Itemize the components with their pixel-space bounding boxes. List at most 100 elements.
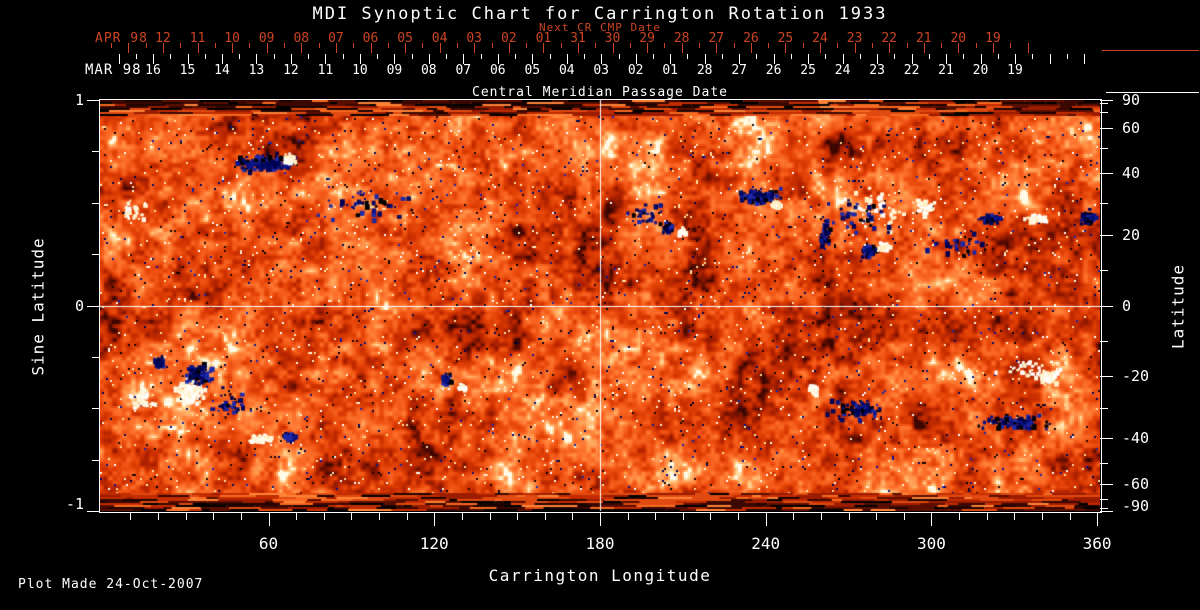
date-tick-label: 04	[558, 63, 575, 78]
date-tick-label: 11	[317, 63, 334, 78]
date-tick	[318, 43, 320, 48]
date-tick-label: 24	[834, 63, 851, 78]
date-tick-label: 06	[362, 31, 379, 46]
latitude-tick	[1100, 462, 1108, 464]
latitude-tick	[1100, 103, 1108, 105]
date-tick	[653, 54, 654, 59]
date-tick-label: 19	[1007, 63, 1023, 78]
longitude-tick	[600, 512, 601, 526]
date-tick-label: 06	[489, 63, 506, 78]
longitude-tick	[323, 512, 325, 520]
date-tick	[359, 54, 361, 64]
date-tick	[456, 43, 458, 48]
sine-latitude-tick	[87, 305, 100, 307]
date-tick	[446, 54, 448, 59]
date-tick-label: 30	[604, 31, 621, 46]
date-tick	[491, 43, 493, 48]
longitude-axis-title: Carrington Longitude	[488, 566, 712, 585]
date-tick	[1066, 54, 1068, 59]
date-tick	[670, 54, 672, 64]
chart-title: MDI Synoptic Chart for Carrington Rotati…	[312, 4, 888, 24]
latitude-tick-label: 0	[1122, 296, 1132, 315]
date-tick-label: 20	[972, 63, 989, 78]
latitude-tick	[1100, 173, 1113, 175]
latitude-tick-label: -20	[1122, 366, 1150, 385]
date-tick-label: 26	[765, 63, 782, 78]
longitude-tick	[572, 512, 574, 520]
date-tick	[463, 54, 465, 64]
longitude-tick	[765, 512, 767, 526]
date-tick	[387, 43, 389, 48]
date-tick	[739, 54, 741, 64]
date-tick	[750, 43, 752, 53]
date-tick	[405, 43, 407, 53]
longitude-tick-label: 360	[1082, 534, 1112, 553]
longitude-tick-label: 300	[916, 534, 946, 553]
date-tick-label: 12	[283, 63, 299, 78]
date-tick	[480, 54, 482, 59]
latitude-tick	[1100, 148, 1108, 150]
date-tick	[439, 43, 441, 53]
date-tick-label: 21	[938, 63, 954, 78]
latitude-tick-label: -60	[1122, 474, 1150, 493]
date-tick	[756, 54, 758, 59]
date-tick	[704, 54, 706, 64]
date-tick	[923, 43, 925, 53]
date-tick	[958, 43, 960, 53]
date-tick-label: 05	[524, 63, 541, 78]
date-tick	[716, 43, 718, 53]
date-tick	[790, 54, 792, 59]
date-tick-label: 01	[662, 63, 679, 78]
date-tick-label: 25	[777, 31, 794, 46]
longitude-tick	[351, 512, 353, 520]
date-tick	[584, 54, 585, 59]
date-tick	[335, 43, 337, 53]
latitude-tick-label: 90	[1122, 91, 1141, 109]
date-tick-label: 02	[500, 31, 517, 46]
longitude-tick	[379, 512, 380, 520]
date-tick	[308, 54, 310, 59]
date-tick	[204, 54, 206, 59]
date-tick	[980, 54, 982, 64]
longitude-tick	[710, 512, 712, 520]
date-tick	[808, 54, 810, 64]
latitude-tick	[1100, 100, 1113, 101]
date-tick	[595, 43, 597, 48]
sine-latitude-tick	[92, 202, 100, 204]
longitude-tick	[158, 512, 159, 520]
latitude-tick-label: 40	[1122, 164, 1141, 183]
longitude-tick	[1014, 512, 1016, 520]
longitude-tick	[959, 512, 960, 520]
sine-latitude-tick	[87, 511, 100, 512]
longitude-tick-label: 240	[751, 534, 781, 553]
longitude-tick	[461, 512, 463, 520]
longitude-tick-label: 60	[258, 534, 279, 553]
longitude-tick	[489, 512, 491, 520]
date-tick	[664, 43, 666, 48]
date-tick-label: 21	[915, 31, 932, 46]
date-tick	[549, 54, 551, 59]
date-tick-label: 14	[214, 63, 230, 78]
date-tick	[687, 54, 689, 59]
date-tick	[992, 43, 994, 53]
date-tick-label: 22	[881, 31, 898, 46]
latitude-tick	[1100, 127, 1113, 129]
date-tick	[842, 54, 844, 64]
latitude-tick	[1100, 235, 1113, 237]
date-tick	[284, 43, 285, 48]
date-tick	[526, 43, 528, 48]
longitude-tick	[627, 512, 629, 520]
date-tick-label: 31	[570, 31, 586, 46]
longitude-tick-label: 180	[585, 534, 615, 553]
longitude-tick	[185, 512, 187, 520]
date-tick	[768, 43, 770, 48]
date-tick-label: 15	[179, 63, 196, 78]
date-tick	[928, 54, 930, 59]
date-tick	[721, 54, 723, 59]
longitude-tick	[931, 512, 933, 526]
date-tick	[474, 43, 476, 53]
date-tick	[618, 54, 620, 59]
date-tick	[1027, 43, 1029, 53]
date-tick-label: 03	[466, 31, 483, 46]
date-tick	[785, 43, 787, 53]
